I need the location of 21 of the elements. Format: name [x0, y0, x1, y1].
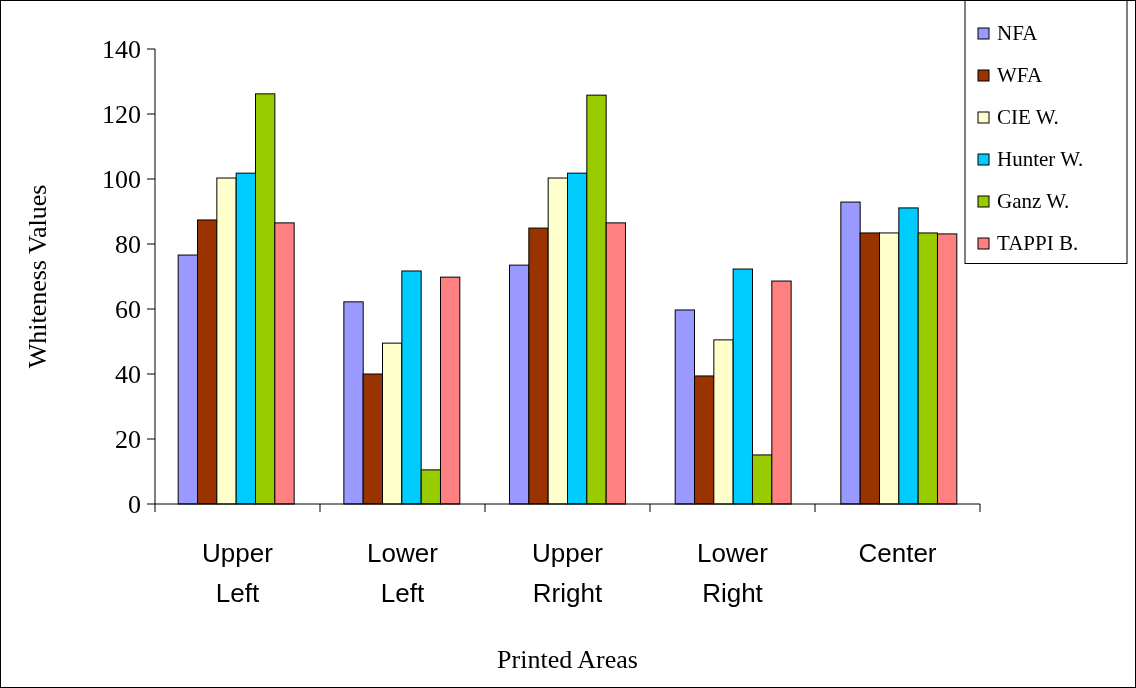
legend-label: NFA [997, 21, 1039, 46]
y-tick-label: 100 [102, 165, 141, 195]
y-tick-label: 40 [115, 360, 141, 390]
y-tick-label: 80 [115, 230, 141, 260]
x-tick-label: Center [858, 538, 937, 568]
x-tick-label: Upper Rright [532, 538, 604, 608]
legend-label: WFA [997, 63, 1043, 88]
y-tick-label: 140 [102, 35, 141, 65]
x-tick-label: Upper Left [202, 538, 274, 608]
legend-label: CIE W. [997, 105, 1059, 130]
y-axis-title: Whiteness Values [23, 184, 52, 369]
x-axis-title: Printed Areas [497, 645, 638, 674]
x-tick-label: Lower Left [367, 538, 439, 608]
legend-label: Ganz W. [997, 189, 1070, 214]
legend-label: Hunter W. [997, 147, 1084, 172]
y-tick-label: 60 [115, 295, 141, 325]
y-tick-label: 20 [115, 425, 141, 455]
x-tick-label: Lower Right [697, 538, 769, 608]
y-tick-label: 120 [102, 100, 141, 130]
legend-label: TAPPI B. [997, 231, 1079, 256]
y-tick-label: 0 [128, 490, 141, 520]
